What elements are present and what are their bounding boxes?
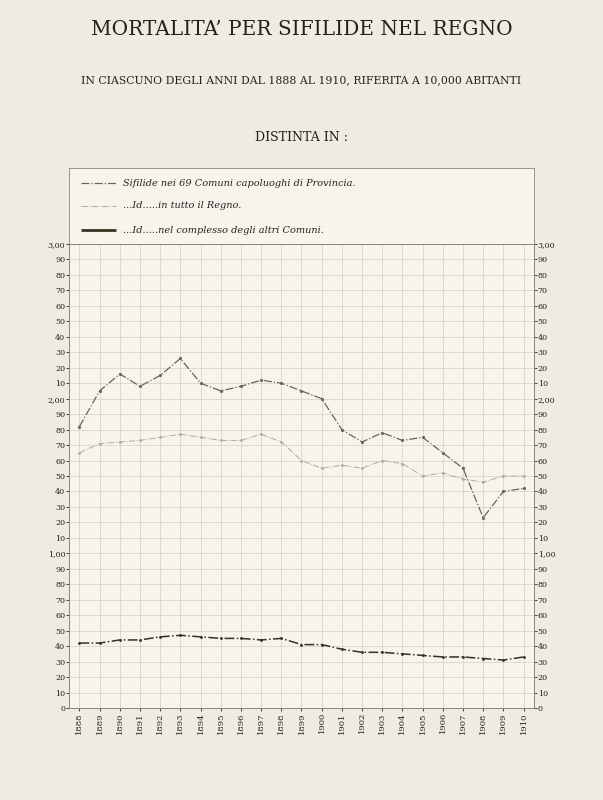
Text: IN CIASCUNO DEGLI ANNI DAL 1888 AL 1910, RIFERITA A 10,000 ABITANTI: IN CIASCUNO DEGLI ANNI DAL 1888 AL 1910,… [81, 76, 522, 86]
Text: ...Id.....nel complesso degli altri Comuni.: ...Id.....nel complesso degli altri Comu… [123, 226, 324, 235]
Text: DISTINTA IN :: DISTINTA IN : [255, 131, 348, 144]
Text: Sifilide nei 69 Comuni capoluoghi di Provincia.: Sifilide nei 69 Comuni capoluoghi di Pro… [123, 178, 355, 188]
Text: ...Id.....in tutto il Regno.: ...Id.....in tutto il Regno. [123, 202, 241, 210]
Text: MORTALITA’ PER SIFILIDE NEL REGNO: MORTALITA’ PER SIFILIDE NEL REGNO [90, 20, 513, 39]
